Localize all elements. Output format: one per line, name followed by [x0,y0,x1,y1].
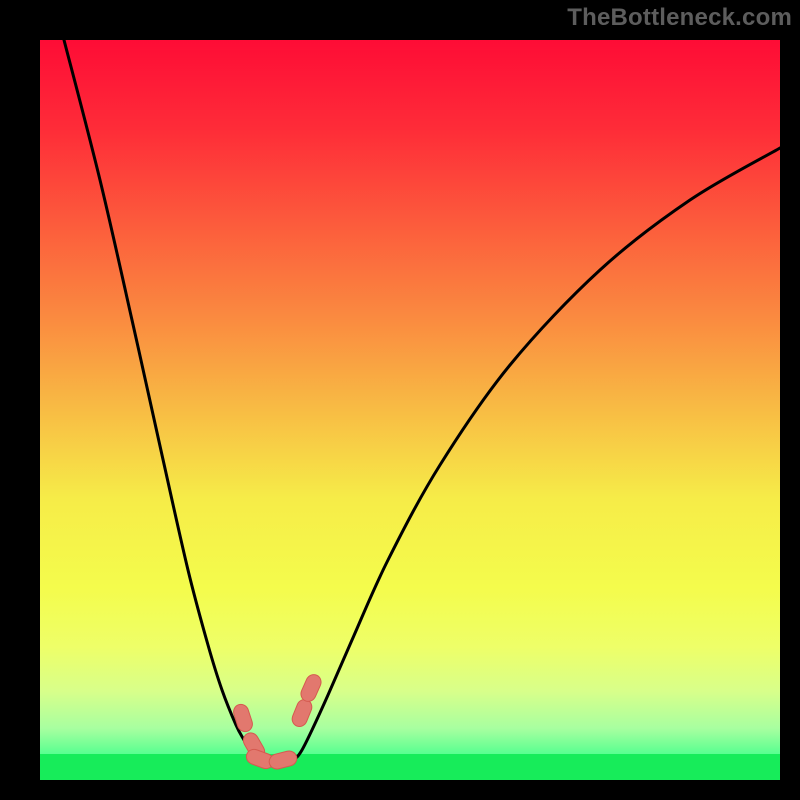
curve-markers [232,672,324,771]
curve-layer [40,40,780,780]
curve-marker [268,749,299,770]
curve-marker [290,697,314,729]
bottleneck-curve [64,40,780,764]
curve-marker [232,702,255,733]
curve-marker [298,672,323,704]
plot-area [40,40,780,780]
watermark-text: TheBottleneck.com [567,4,792,32]
chart-frame: TheBottleneck.com [0,0,800,800]
